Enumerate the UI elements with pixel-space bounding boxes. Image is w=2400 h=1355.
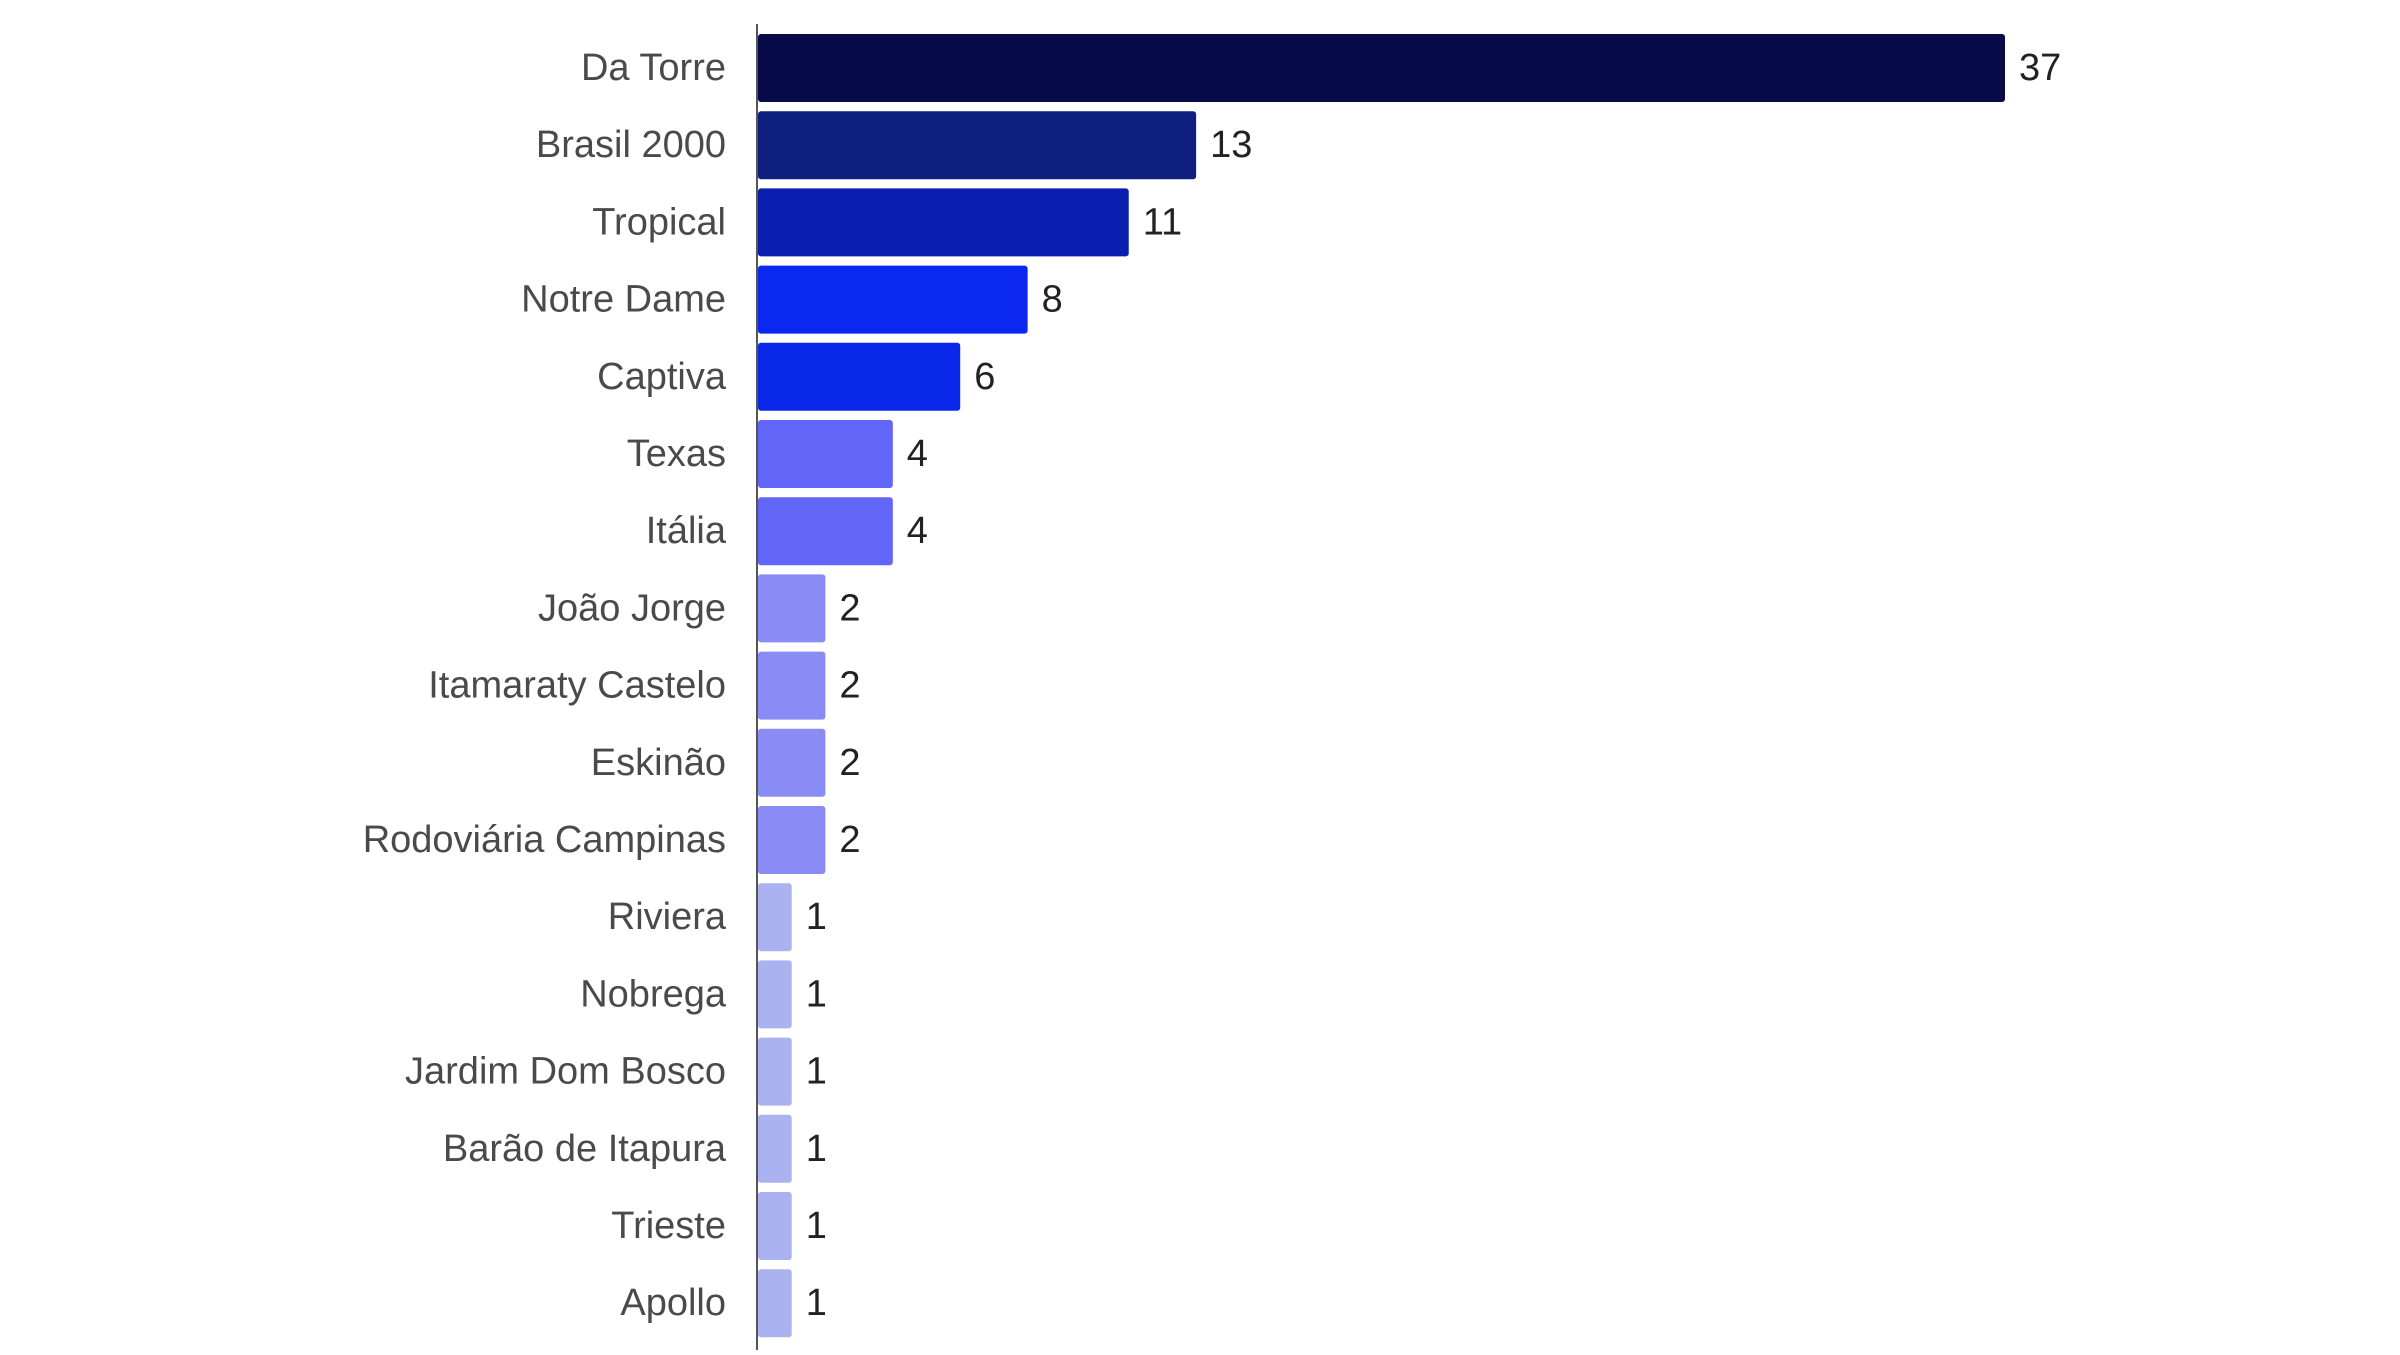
value-label: 1 [806, 1128, 827, 1170]
bar [758, 111, 1197, 180]
category-label: Da Torre [581, 47, 726, 89]
category-label: Eskinão [591, 742, 726, 784]
value-label: 1 [806, 1282, 827, 1324]
bar [758, 1037, 792, 1106]
value-label: 1 [806, 1205, 827, 1247]
bar [758, 342, 961, 411]
category-label: Nobrega [580, 973, 727, 1015]
value-label: 2 [839, 742, 860, 784]
value-label: 2 [839, 665, 860, 707]
bar [758, 420, 893, 488]
value-label: 4 [907, 510, 928, 552]
value-label: 1 [806, 1051, 827, 1093]
bar [758, 34, 2005, 102]
value-label: 11 [1143, 201, 1182, 243]
bar [758, 651, 826, 720]
bar [758, 806, 826, 874]
bars-layer [758, 34, 2005, 1338]
bar [758, 265, 1028, 334]
bar [758, 188, 1129, 257]
bar [758, 728, 826, 797]
value-label: 13 [1210, 124, 1252, 166]
category-label: Texas [627, 433, 726, 475]
value-label: 8 [1042, 279, 1063, 321]
bar [758, 1192, 792, 1260]
value-label: 4 [907, 433, 928, 475]
category-label: Tropical [592, 201, 726, 243]
category-label: Rodoviária Campinas [363, 819, 726, 861]
bar [758, 883, 792, 952]
bar [758, 960, 792, 1029]
category-label: Jardim Dom Bosco [405, 1051, 726, 1093]
category-label: Brasil 2000 [536, 124, 726, 166]
category-label: Itália [646, 510, 727, 552]
value-label: 1 [806, 896, 827, 938]
category-label: Apollo [620, 1282, 726, 1324]
value-label: 2 [839, 819, 860, 861]
category-label: João Jorge [538, 587, 726, 629]
category-label: Riviera [608, 896, 727, 938]
value-label: 6 [974, 356, 995, 398]
bar [758, 574, 826, 643]
value-label: 37 [2019, 47, 2061, 89]
category-label: Barão de Itapura [443, 1128, 727, 1170]
category-label: Captiva [597, 356, 727, 398]
category-label: Notre Dame [521, 279, 726, 321]
bar [758, 1269, 792, 1338]
bar [758, 497, 893, 566]
category-label: Trieste [611, 1205, 726, 1247]
bar [758, 1114, 792, 1183]
value-label: 1 [806, 973, 827, 1015]
value-label: 2 [839, 587, 860, 629]
category-labels-layer: Da Torre Brasil 2000 Tropical Notre Dame Cap… [363, 47, 727, 1324]
category-label: Itamaraty Castelo [428, 665, 726, 707]
